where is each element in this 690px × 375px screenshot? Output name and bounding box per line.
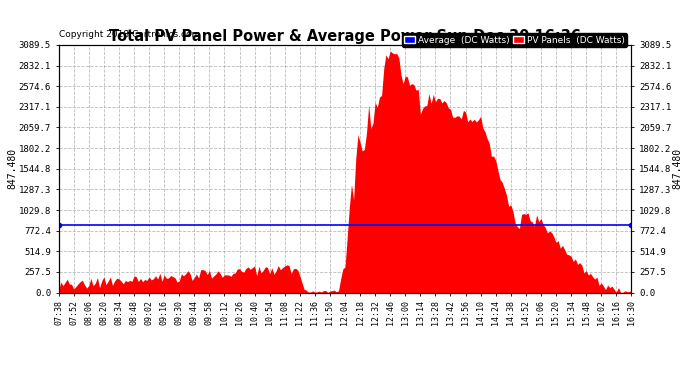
Title: Total PV Panel Power & Average Power Sun Dec 30 16:36: Total PV Panel Power & Average Power Sun… — [109, 29, 581, 44]
Y-axis label: 847.480: 847.480 — [673, 148, 682, 189]
Y-axis label: 847.480: 847.480 — [8, 148, 17, 189]
Text: Copyright 2018 Cartronics.com: Copyright 2018 Cartronics.com — [59, 30, 200, 39]
Legend: Average  (DC Watts), PV Panels  (DC Watts): Average (DC Watts), PV Panels (DC Watts) — [402, 33, 627, 47]
